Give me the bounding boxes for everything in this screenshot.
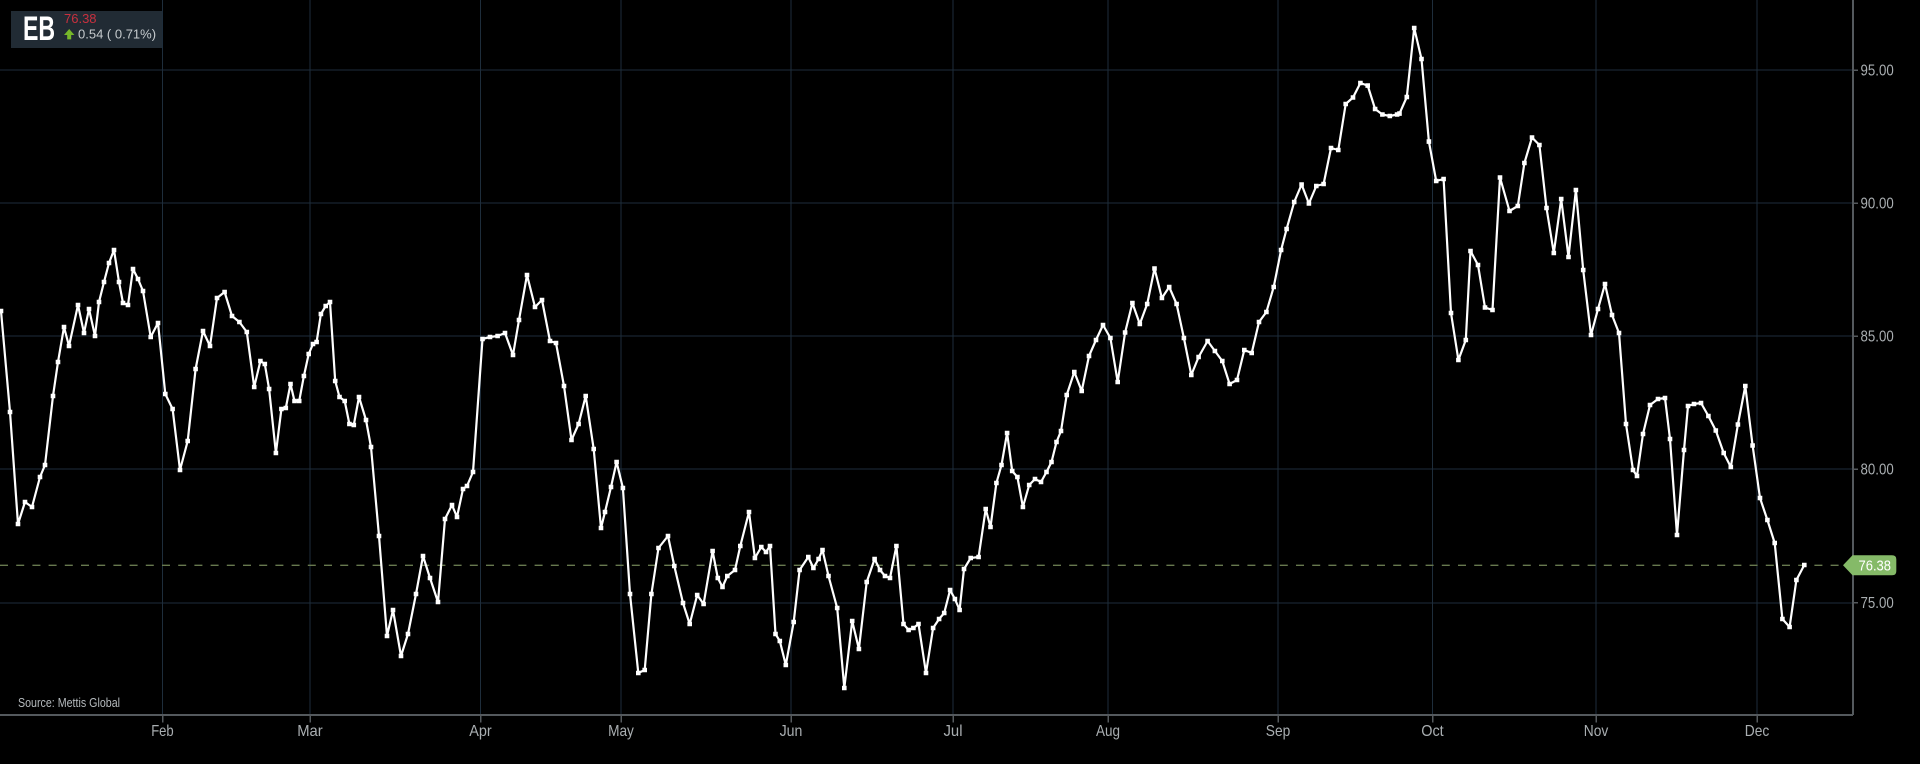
svg-text:Aug: Aug [1096, 723, 1120, 740]
svg-text:Jul: Jul [944, 723, 963, 740]
svg-text:Oct: Oct [1421, 723, 1444, 740]
svg-text:0.54 ( 0.71%): 0.54 ( 0.71%) [78, 27, 156, 42]
svg-text:Source: Mettis Global: Source: Mettis Global [18, 696, 120, 710]
svg-text:75.00: 75.00 [1861, 595, 1894, 612]
svg-text:80.00: 80.00 [1861, 461, 1894, 478]
svg-text:76.38: 76.38 [1859, 559, 1892, 575]
svg-text:May: May [608, 723, 634, 740]
svg-text:Feb: Feb [151, 723, 174, 740]
svg-text:Dec: Dec [1745, 723, 1770, 740]
svg-text:76.38: 76.38 [64, 11, 97, 26]
svg-text:95.00: 95.00 [1861, 62, 1894, 79]
svg-text:Mar: Mar [297, 723, 323, 740]
svg-text:Jun: Jun [780, 723, 803, 740]
svg-text:Apr: Apr [469, 723, 492, 740]
svg-text:Nov: Nov [1584, 723, 1609, 740]
svg-text:85.00: 85.00 [1861, 328, 1894, 345]
svg-text:Sep: Sep [1266, 723, 1291, 740]
svg-text:90.00: 90.00 [1861, 195, 1894, 212]
svg-text:EB: EB [23, 11, 55, 48]
